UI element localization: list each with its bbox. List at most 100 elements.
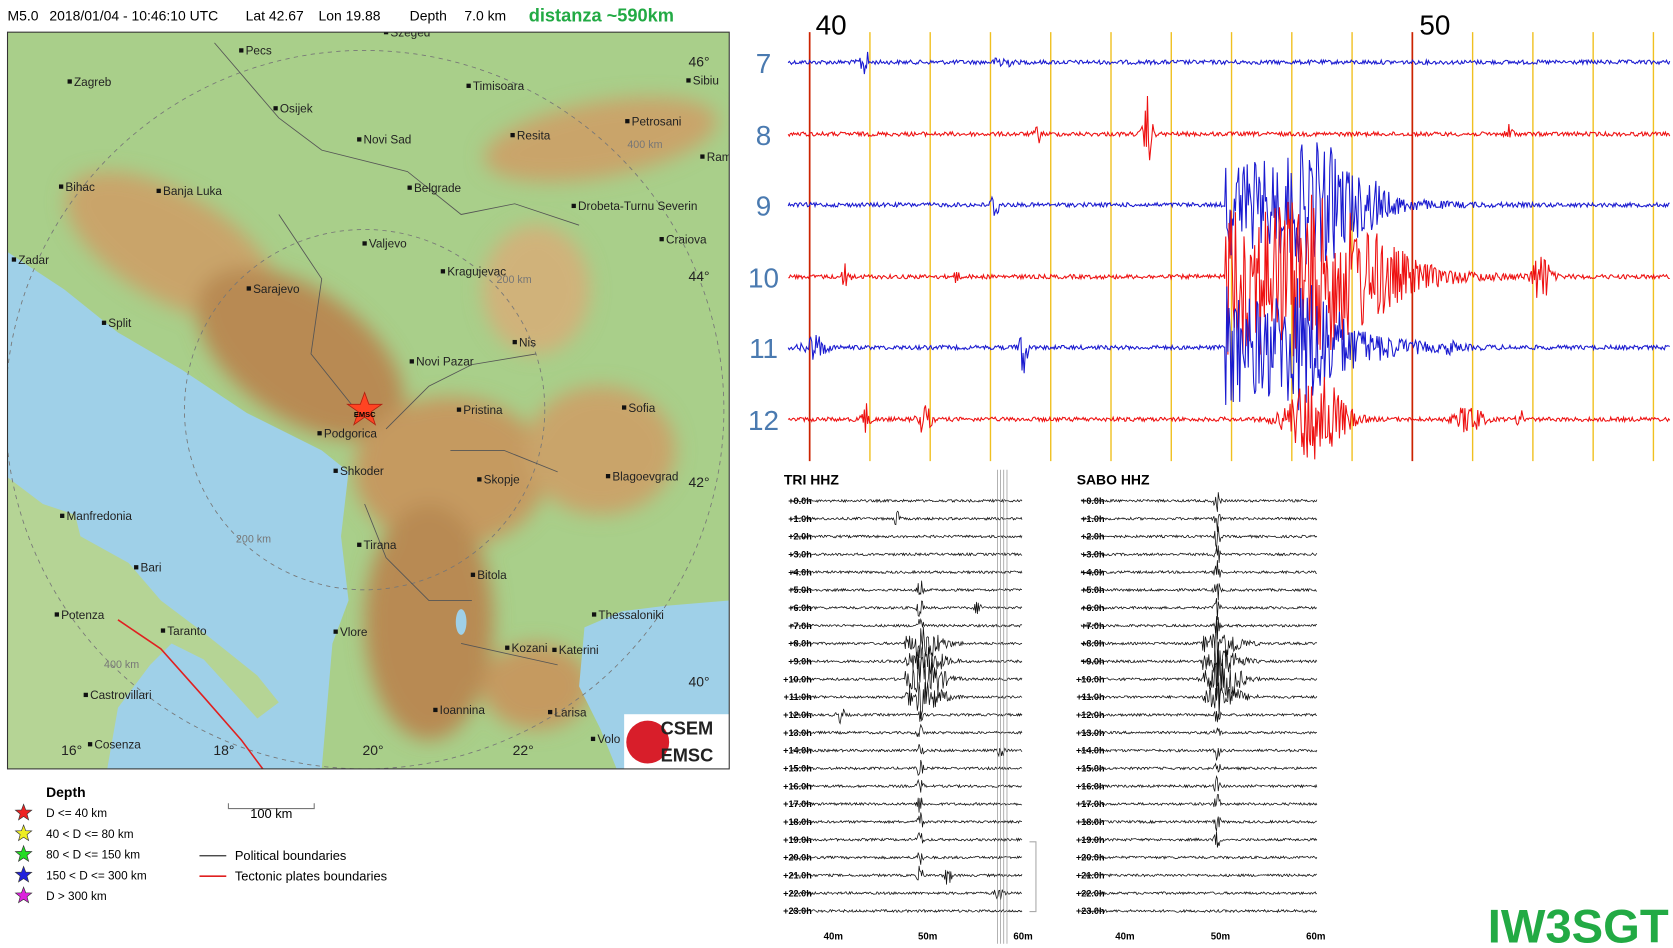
drum-trace: [1080, 816, 1318, 832]
logo-text: EMSC: [661, 744, 714, 765]
city-dot: [440, 269, 446, 274]
city-label: Vlore: [340, 626, 368, 639]
city-dot: [433, 707, 438, 713]
city-label: Sibiu: [693, 75, 719, 88]
city-label: Craiova: [666, 233, 707, 246]
drum-trace: [1080, 598, 1317, 620]
city-label: Larisa: [554, 706, 587, 719]
city-label: Osijek: [280, 103, 313, 116]
city-dot: [87, 742, 93, 747]
drum-trace: [790, 600, 1023, 617]
legend-label: 150 < D <= 300 km: [46, 869, 147, 882]
legend-line-label: Political boundaries: [235, 848, 347, 863]
city-dot: [101, 320, 107, 325]
city-label: Kragujevac: [447, 266, 506, 279]
city-dot: [60, 513, 65, 518]
logo-globe: [626, 720, 670, 764]
legend-label: D <= 40 km: [46, 807, 107, 820]
drum-trace: [1080, 890, 1317, 896]
latitude: Lat 42.67: [246, 7, 304, 23]
city-label: Taranto: [167, 625, 207, 638]
city-dot: [512, 339, 517, 345]
waveform: [787, 95, 1671, 161]
drum-trace: [790, 510, 1023, 526]
drum-title: TRI HHZ: [784, 472, 839, 488]
drum-trace: [790, 865, 1023, 885]
distance-label: 200 km: [236, 534, 271, 546]
drum-trace: [1080, 682, 1318, 717]
hour-label: +18.0h: [783, 817, 812, 827]
city-dot: [160, 628, 166, 633]
city-label: Bitola: [477, 569, 507, 582]
drum-trace: [1080, 624, 1318, 657]
city-label: Skopje: [484, 474, 520, 487]
waveform: [787, 51, 1671, 75]
city-dot: [54, 612, 59, 617]
city-label: Sofia: [628, 402, 655, 415]
drum-trace: [790, 645, 1023, 683]
city-label: Pecs: [246, 45, 272, 58]
drum-trace: [1080, 513, 1318, 532]
bracket: [1029, 841, 1037, 913]
city-label: Podgorica: [324, 428, 377, 441]
lat-label: 46°: [688, 53, 709, 69]
city-label: Pristina: [463, 404, 503, 417]
drum-trace: [1080, 641, 1318, 687]
city-label: Katerini: [559, 644, 599, 657]
magnitude: M5.0: [8, 7, 39, 23]
city-dot: [552, 647, 557, 653]
city-label: Banja Luka: [163, 185, 222, 198]
drum-trace: [1080, 762, 1318, 773]
drum-trace: [790, 797, 1023, 813]
city-label: Nis: [519, 336, 536, 349]
hour-label: +7.0h: [1081, 621, 1105, 631]
lon-label: 18°: [213, 742, 234, 758]
drum-trace: [790, 708, 1023, 725]
city-dot: [134, 565, 139, 570]
canvas: M5.0 2018/01/04 - 10:46:10 UTC Lat 42.67…: [6, 4, 1671, 948]
drum-trace: [790, 617, 1023, 628]
hour-label: +16.0h: [1076, 781, 1105, 791]
row-label: 12: [748, 405, 779, 436]
city-dot: [407, 185, 412, 190]
city-dot: [67, 79, 72, 84]
city-label: Ram: [707, 151, 732, 164]
city-label: Zadar: [18, 254, 49, 267]
drum-trace: [1080, 560, 1317, 578]
drum-trace: [1080, 855, 1318, 860]
city-dot: [317, 431, 322, 436]
city-dot: [273, 106, 278, 111]
drum-trace: [790, 580, 1023, 596]
helicorder: 40 50 7 8 9 10 11 12: [748, 9, 1671, 462]
drum-trace: [790, 655, 1023, 698]
drum-trace: [790, 852, 1023, 865]
city-dot: [470, 572, 476, 577]
logo-text: CSEM: [661, 718, 714, 739]
city-dot: [333, 629, 338, 634]
drum-trace: [790, 831, 1023, 844]
hour-label: +17.0h: [783, 799, 812, 809]
legend-star: [14, 803, 33, 821]
drum-trace: [790, 723, 1023, 737]
hour-label: +4.0h: [788, 567, 812, 577]
distance-label: 400 km: [104, 659, 139, 671]
legend-label: D > 300 km: [46, 890, 107, 903]
drum-trace: [790, 552, 1023, 557]
row-label: 7: [756, 48, 772, 79]
hour-label: +2.0h: [1081, 532, 1105, 542]
city-dot: [700, 154, 705, 159]
hour-label: +14.0h: [1076, 746, 1105, 756]
hour-label: +0.0h: [788, 496, 812, 506]
drum-trace: [790, 759, 1023, 776]
drum-minute-label: 50m: [918, 931, 937, 942]
hour-label: +8.0h: [1081, 639, 1105, 649]
drum-trace: [790, 534, 1023, 539]
drum-trace: [790, 812, 1022, 828]
city-dot: [686, 78, 691, 83]
city-label: Thessaloniki: [598, 609, 663, 622]
hour-label: +9.0h: [1081, 657, 1105, 667]
legend-line-label: Tectonic plates boundaries: [235, 868, 387, 883]
drum-trace: [1080, 545, 1318, 563]
lat-label: 42°: [688, 474, 709, 490]
